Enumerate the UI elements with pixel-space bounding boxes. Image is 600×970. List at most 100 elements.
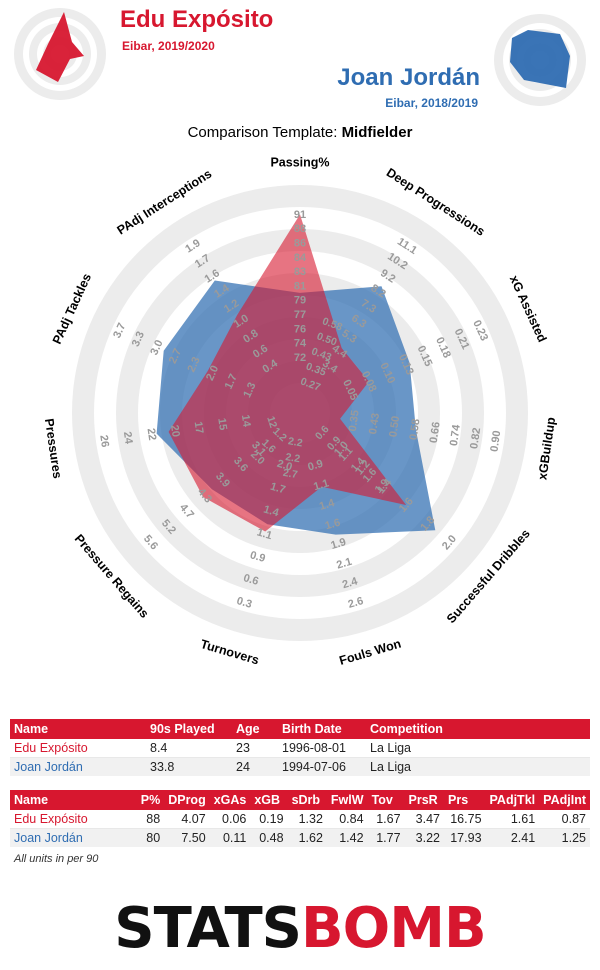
table-cell: 23	[232, 739, 278, 758]
table-row: Joan Jordán 80 7.50 0.11 0.48 1.62 1.42 …	[10, 828, 590, 847]
info-header-cell: Birth Date	[278, 719, 366, 739]
axis-tick-label: 81	[294, 280, 306, 292]
axis-tick-label: 0.35	[347, 409, 362, 432]
info-header-cell: Name	[10, 719, 146, 739]
axis-tick-label: 3.7	[111, 321, 128, 340]
player1-subtitle: Eibar, 2019/2020	[122, 39, 215, 53]
table-cell: 1996-08-01	[278, 739, 366, 758]
player-name-cell: Edu Expósito	[10, 810, 132, 829]
axis-tick-label: 1.7	[223, 372, 240, 391]
axis-tick-label: 1.1	[255, 526, 273, 542]
table-cell: 1.25	[561, 831, 586, 845]
table-cell: La Liga	[370, 760, 412, 774]
info-header-cell: Age	[232, 719, 278, 739]
axis-label: Fouls Won	[338, 637, 403, 668]
axis-label: Pressures	[42, 418, 64, 480]
axis-label: Turnovers	[199, 637, 261, 667]
axis-tick-label: 0.82	[468, 427, 483, 450]
player1-name: Edu Expósito	[120, 6, 274, 33]
logo-bomb: BOMB	[301, 896, 487, 961]
info-table-header: Name 90s Played Age Birth Date Competiti…	[10, 719, 590, 739]
metrics-header-cell: Tov	[367, 790, 405, 810]
info-header-cell: Competition	[366, 719, 590, 739]
table-cell: 0.11	[222, 831, 247, 845]
radar-chart: 7274767779818384868891Passing%3.44.45.36…	[42, 155, 558, 668]
axis-tick-label: 0.74	[448, 423, 463, 447]
info-header-cell: 90s Played	[146, 719, 232, 739]
axis-tick-label: 88	[294, 223, 306, 235]
table-cell: 1.77	[376, 831, 401, 845]
inner-tick-label: 2.2	[287, 435, 303, 449]
axis-tick-label: 2.0	[275, 458, 293, 474]
table-cell: 80	[146, 831, 161, 845]
table-cell: 33.8	[150, 760, 175, 774]
axis-tick-label: 0.3	[235, 595, 253, 611]
table-cell: 17.93	[450, 831, 482, 845]
axis-tick-label: 1.3	[241, 381, 258, 400]
axis-tick-label: 1.6	[324, 517, 342, 533]
axis-tick-label: 3.3	[130, 330, 147, 349]
metrics-header-cell: PAdjInt	[539, 790, 590, 810]
player2-subtitle: Eibar, 2018/2019	[385, 96, 478, 110]
metrics-header-cell: xGB	[250, 790, 288, 810]
axis-tick-label: 2.6	[347, 595, 365, 611]
axis-tick-label: 0.58	[408, 418, 423, 441]
metrics-header-cell: xGAs	[209, 790, 251, 810]
table-cell: 16.75	[444, 810, 486, 829]
table-cell: 1.62	[298, 831, 323, 845]
statsbomb-logo: STATSBOMB	[0, 896, 600, 961]
table-cell: 0.48	[259, 831, 284, 845]
axis-tick-label: 91	[294, 209, 306, 221]
axis-tick-label: 17	[192, 421, 206, 435]
axis-tick-label: 1.1	[312, 477, 330, 493]
table-cell: 0.84	[326, 810, 368, 829]
axis-label: xGBuildup	[535, 416, 558, 481]
axis-tick-label: 0.66	[428, 421, 443, 444]
metrics-table-header: Name P% DProg xGAs xGB sDrb FwlW Tov Prs…	[10, 790, 590, 810]
template-value: Midfielder	[341, 124, 413, 141]
axis-tick-label: 24	[121, 431, 135, 446]
axis-tick-label: 1.7	[269, 481, 287, 497]
axis-tick-label: 84	[294, 252, 307, 264]
table-cell: 0.87	[539, 810, 590, 829]
metrics-header-cell: Name	[10, 790, 132, 810]
axis-tick-label: 79	[294, 295, 306, 307]
metrics-header-cell: PrsR	[404, 790, 445, 810]
axis-tick-label: 0.50	[387, 415, 402, 438]
metrics-header-cell: P%	[131, 790, 165, 810]
axis-tick-label: 1.9	[329, 536, 347, 552]
template-label: Comparison Template:	[187, 124, 342, 141]
table-row: Edu Expósito 88 4.07 0.06 0.19 1.32 0.84…	[10, 810, 590, 829]
table-row: Edu Expósito 8.4 23 1996-08-01 La Liga	[10, 739, 590, 758]
inner-tick-label: 2.7	[282, 467, 298, 481]
player-name-cell: Joan Jordán	[14, 831, 83, 845]
axis-tick-label: 2.7	[167, 347, 184, 366]
table-cell: 1.32	[287, 810, 327, 829]
axis-label: Passing%	[270, 155, 329, 169]
axis-tick-label: 86	[294, 238, 306, 250]
axis-tick-label: 76	[294, 323, 306, 335]
axis-tick-label: 14	[239, 414, 253, 429]
table-cell: 1.61	[485, 810, 540, 829]
table-cell: 1.42	[339, 831, 364, 845]
axis-tick-label: 1.4	[262, 503, 281, 519]
table-cell: 2.41	[510, 831, 536, 845]
table-cell: 3.22	[415, 831, 441, 845]
player-name-cell: Joan Jordán	[14, 760, 83, 774]
axis-tick-label: 20	[168, 424, 182, 438]
info-table: Name 90s Played Age Birth Date Competiti…	[10, 719, 590, 776]
table-cell: 8.4	[146, 739, 232, 758]
table-cell: 3.47	[404, 810, 445, 829]
axis-tick-label: 26	[97, 434, 111, 448]
axis-tick-label: 0.90	[488, 430, 503, 453]
metrics-header-cell: PAdjTkl	[485, 790, 540, 810]
table-cell: 7.50	[181, 831, 206, 845]
axis-tick-label: 3.0	[148, 338, 165, 357]
axis-tick-label: 1.4	[318, 497, 337, 513]
axis-tick-label: 83	[294, 266, 306, 278]
axis-tick-label: 2.3	[185, 355, 202, 374]
axis-tick-label: 72	[294, 352, 306, 364]
comparison-template: Comparison Template: Midfielder	[0, 124, 600, 141]
table-cell: 24	[236, 760, 250, 774]
metrics-table: Name P% DProg xGAs xGB sDrb FwlW Tov Prs…	[10, 790, 590, 847]
